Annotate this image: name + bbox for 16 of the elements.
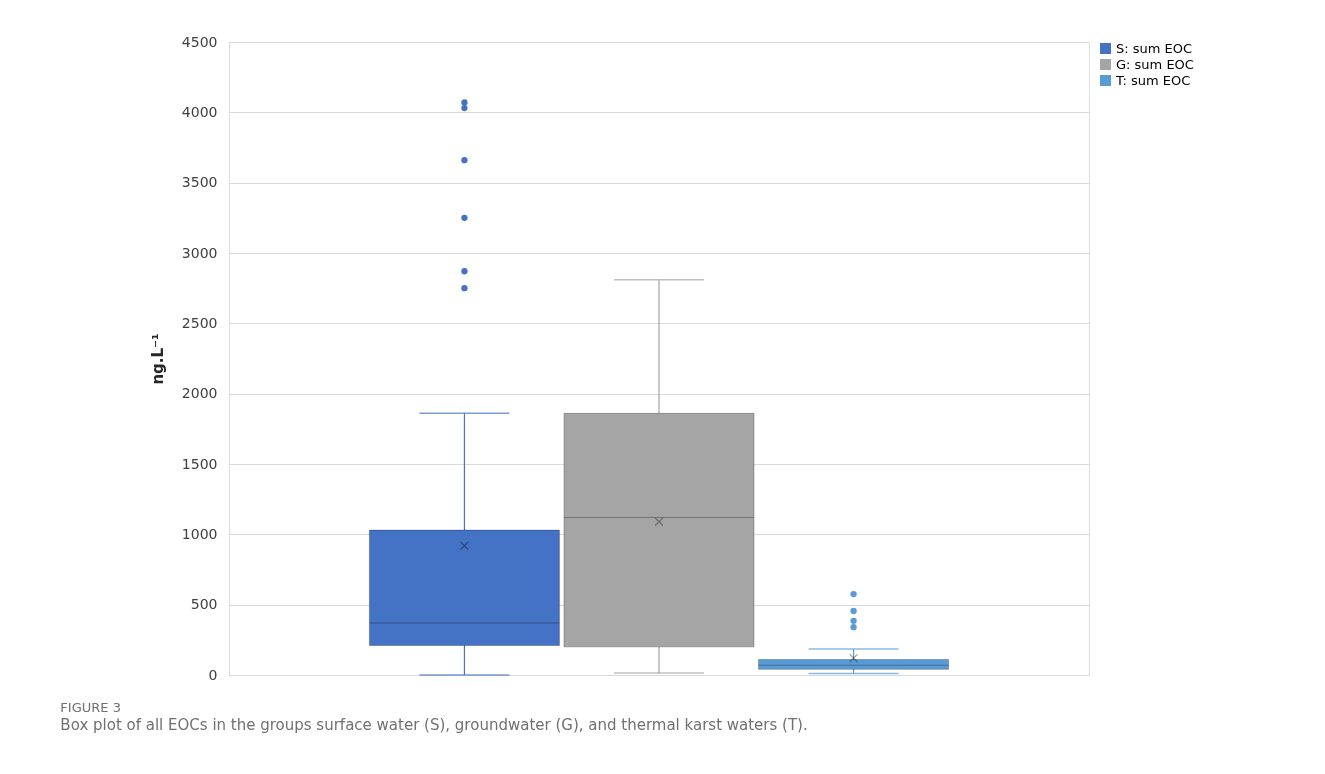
y-tick-label: 3000 <box>181 244 218 261</box>
y-tick-label: 3500 <box>181 174 218 191</box>
y-tick-label: 4500 <box>181 33 218 50</box>
y-tick-label: 2500 <box>181 314 218 331</box>
y-tick-label: 4000 <box>181 103 218 120</box>
legend-label: T: sum EOC <box>1115 72 1191 88</box>
caption: FIGURE 3 <box>60 700 121 715</box>
y-tick-label: 500 <box>190 596 218 613</box>
y-axis-title: ng.L⁻¹ <box>148 333 167 385</box>
y-tick-label: 0 <box>208 666 218 683</box>
y-tick-label: 1000 <box>181 525 218 542</box>
y-tick-label: 1500 <box>181 455 218 472</box>
text: Box plot of all EOCs in the groups surface water (S), groundwater (G), and thermal karst waters (T). <box>60 716 808 734</box>
legend-label: S: sum EOC <box>1116 40 1193 56</box>
y-tick-label: 2000 <box>181 385 218 402</box>
legend-label: G: sum EOC <box>1116 56 1194 72</box>
